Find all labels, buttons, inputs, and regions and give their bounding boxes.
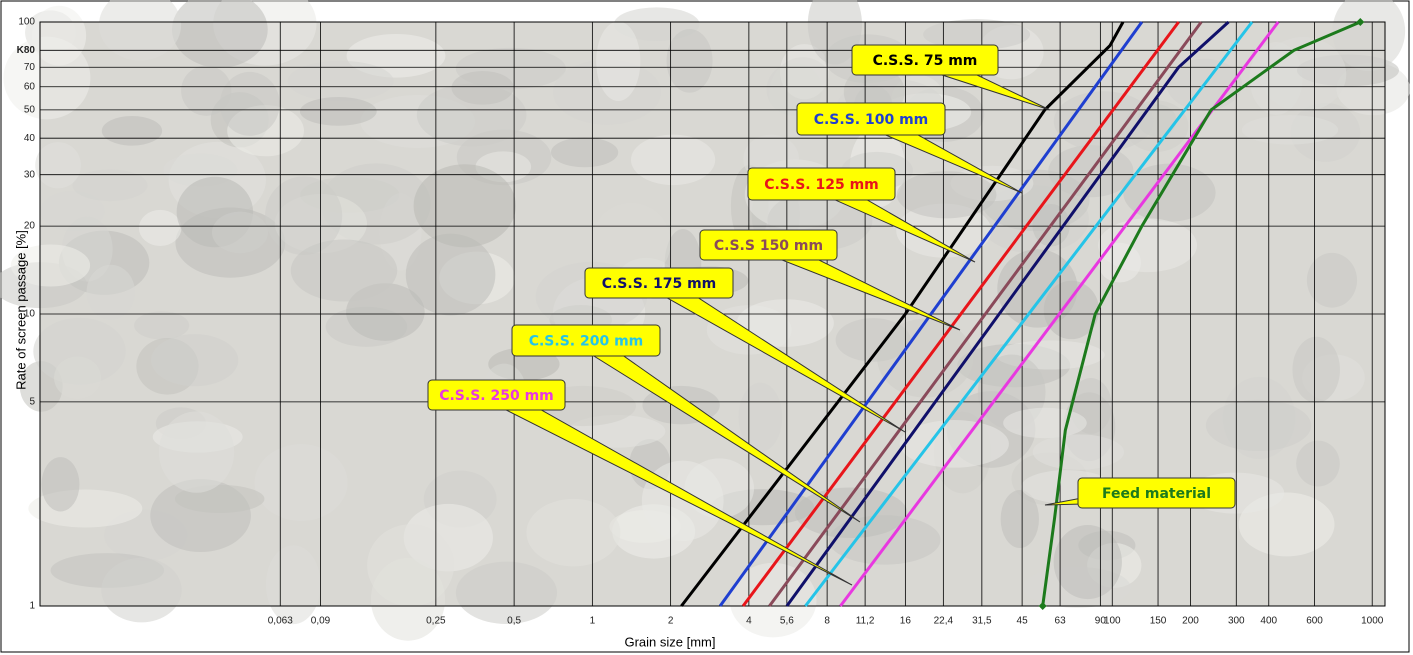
stone (41, 457, 79, 511)
y-tick-label: 50 (24, 105, 36, 116)
stone (1260, 37, 1346, 112)
stone (526, 499, 620, 567)
stone (139, 210, 182, 246)
x-tick-label: 2 (668, 616, 674, 627)
x-tick-label: 1000 (1361, 616, 1384, 627)
callout-label: C.S.S. 250 mm (439, 388, 554, 404)
y-tick-label: K80 (17, 45, 36, 56)
stone (1001, 490, 1039, 548)
callout-label: C.S.S. 75 mm (873, 53, 978, 69)
stone (101, 558, 181, 623)
stone (1296, 441, 1340, 487)
stone (371, 558, 445, 641)
stone (35, 142, 81, 188)
stone (1292, 337, 1339, 403)
y-tick-label: 60 (24, 81, 36, 92)
x-tick-label: 8 (824, 616, 830, 627)
x-tick-label: 22,4 (934, 616, 954, 627)
stone (1242, 115, 1338, 144)
stone (596, 21, 640, 101)
x-axis-title: Grain size [mm] (624, 634, 715, 649)
stone (102, 116, 162, 146)
x-tick-label: 0,5 (507, 616, 521, 627)
x-tick-label: 1 (590, 616, 596, 627)
x-tick-label: 0,25 (426, 616, 446, 627)
stone (631, 135, 715, 185)
stone (456, 562, 557, 624)
callout-label: C.S.S. 100 mm (814, 112, 929, 128)
y-tick-label: 40 (24, 133, 36, 144)
callout-label: C.S.S. 200 mm (529, 334, 644, 350)
callout-label: C.S.S. 175 mm (602, 276, 717, 292)
callout-label: C.S.S 150 mm (714, 238, 823, 254)
page: {"chart_data": { "type": "line", "x_labe… (0, 0, 1413, 655)
x-tick-label: 0,09 (311, 616, 331, 627)
x-tick-label: 200 (1182, 616, 1199, 627)
stone (151, 334, 238, 386)
y-tick-label: 20 (24, 221, 36, 232)
x-tick-label: 63 (1055, 616, 1067, 627)
x-tick-label: 150 (1150, 616, 1167, 627)
x-tick-label: 400 (1260, 616, 1277, 627)
stone (54, 356, 101, 398)
stone (551, 137, 618, 167)
y-tick-label: 5 (29, 397, 35, 408)
x-tick-label: 100 (1104, 616, 1121, 627)
x-tick-label: 31,5 (972, 616, 992, 627)
stone (1206, 400, 1311, 451)
stone (159, 411, 234, 492)
stone (642, 461, 724, 541)
stone (266, 545, 321, 624)
y-tick-label: 70 (24, 62, 36, 73)
x-tick-label: 600 (1306, 616, 1323, 627)
x-tick-label: 300 (1228, 616, 1245, 627)
x-tick-label: 0,063 (268, 616, 293, 627)
stone (300, 97, 377, 126)
stone (212, 212, 268, 254)
stone (72, 169, 147, 201)
stone (1033, 434, 1124, 469)
x-tick-label: 4 (746, 616, 752, 627)
y-tick-label: 1 (29, 601, 35, 612)
stone (1054, 525, 1122, 599)
stone (134, 311, 189, 339)
stone (220, 72, 280, 136)
x-tick-label: 11,2 (856, 616, 875, 627)
stone (1003, 408, 1087, 438)
y-tick-label: 10 (24, 309, 36, 320)
x-tick-label: 5,6 (780, 616, 794, 627)
stone (86, 265, 135, 320)
chart: C.S.S. 75 mm C.S.S. 100 mm C.S.S. 125 mm C.… (0, 0, 1413, 655)
stone (452, 71, 514, 105)
y-tick-label: 30 (24, 169, 36, 180)
stone (291, 239, 397, 301)
stone (255, 444, 348, 521)
x-tick-label: 45 (1017, 616, 1029, 627)
y-tick-label: 100 (18, 17, 35, 28)
callout-label: Feed material (1102, 486, 1211, 502)
stone (414, 164, 516, 247)
callout-label: C.S.S. 125 mm (764, 177, 879, 193)
stone (667, 29, 713, 93)
x-tick-label: 16 (900, 616, 912, 627)
